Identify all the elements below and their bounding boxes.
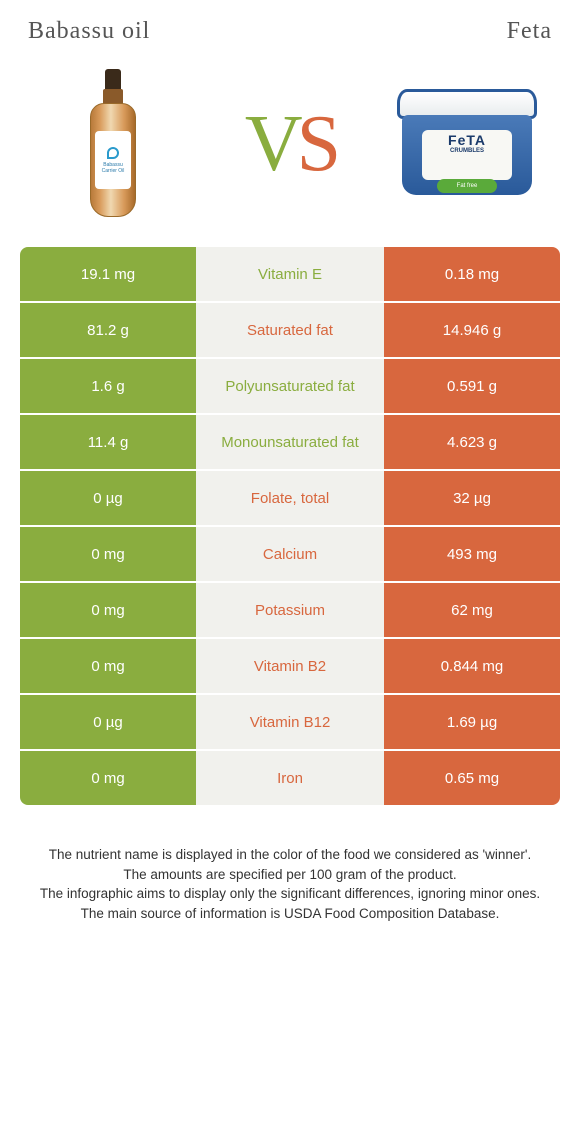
table-row: 0 mgIron0.65 mg bbox=[20, 749, 560, 805]
left-value: 19.1 mg bbox=[20, 247, 196, 301]
tub-badge: Fat free bbox=[437, 179, 497, 193]
right-food-image: FeTA CRUMBLES Fat free bbox=[382, 64, 552, 224]
right-value: 4.623 g bbox=[384, 415, 560, 469]
table-row: 1.6 gPolyunsaturated fat0.591 g bbox=[20, 357, 560, 413]
table-row: 11.4 gMonounsaturated fat4.623 g bbox=[20, 413, 560, 469]
nutrient-comparison-table: 19.1 mgVitamin E0.18 mg81.2 gSaturated f… bbox=[20, 245, 560, 805]
right-value: 1.69 µg bbox=[384, 695, 560, 749]
footer-line-2: The amounts are specified per 100 gram o… bbox=[30, 865, 550, 885]
vs-s: S bbox=[297, 100, 336, 188]
right-value: 14.946 g bbox=[384, 303, 560, 357]
right-value: 493 mg bbox=[384, 527, 560, 581]
table-row: 0 mgVitamin B20.844 mg bbox=[20, 637, 560, 693]
bottle-label-line2: Carrier Oil bbox=[102, 168, 125, 174]
left-food-image: Babassu Carrier Oil bbox=[28, 64, 198, 224]
hero: Babassu Carrier Oil VS FeTA CRUMBLES Fat… bbox=[0, 55, 580, 245]
left-value: 11.4 g bbox=[20, 415, 196, 469]
right-value: 0.591 g bbox=[384, 359, 560, 413]
nutrient-label: Potassium bbox=[196, 583, 384, 637]
nutrient-label: Saturated fat bbox=[196, 303, 384, 357]
nutrient-label: Vitamin B12 bbox=[196, 695, 384, 749]
nutrient-label: Polyunsaturated fat bbox=[196, 359, 384, 413]
nutrient-label: Iron bbox=[196, 751, 384, 805]
table-row: 19.1 mgVitamin E0.18 mg bbox=[20, 245, 560, 301]
table-row: 0 mgPotassium62 mg bbox=[20, 581, 560, 637]
tub-feta-text: FeTA bbox=[448, 132, 486, 148]
left-value: 0 mg bbox=[20, 527, 196, 581]
left-value: 0 mg bbox=[20, 751, 196, 805]
right-value: 62 mg bbox=[384, 583, 560, 637]
table-row: 0 µgFolate, total32 µg bbox=[20, 469, 560, 525]
left-food-title: Babassu oil bbox=[28, 18, 150, 45]
right-value: 32 µg bbox=[384, 471, 560, 525]
nutrient-label: Vitamin E bbox=[196, 247, 384, 301]
left-value: 0 mg bbox=[20, 583, 196, 637]
footer-line-4: The main source of information is USDA F… bbox=[30, 904, 550, 924]
left-value: 0 µg bbox=[20, 471, 196, 525]
table-row: 0 mgCalcium493 mg bbox=[20, 525, 560, 581]
left-value: 0 µg bbox=[20, 695, 196, 749]
footer-line-3: The infographic aims to display only the… bbox=[30, 884, 550, 904]
table-row: 81.2 gSaturated fat14.946 g bbox=[20, 301, 560, 357]
nutrient-label: Folate, total bbox=[196, 471, 384, 525]
nutrient-label: Monounsaturated fat bbox=[196, 415, 384, 469]
footer-line-1: The nutrient name is displayed in the co… bbox=[30, 845, 550, 865]
right-value: 0.844 mg bbox=[384, 639, 560, 693]
right-food-title: Feta bbox=[507, 18, 552, 45]
nutrient-label: Calcium bbox=[196, 527, 384, 581]
right-value: 0.65 mg bbox=[384, 751, 560, 805]
vs-label: VS bbox=[245, 99, 335, 190]
feta-tub-icon: FeTA CRUMBLES Fat free bbox=[392, 89, 542, 199]
right-value: 0.18 mg bbox=[384, 247, 560, 301]
footer-notes: The nutrient name is displayed in the co… bbox=[0, 805, 580, 923]
left-value: 0 mg bbox=[20, 639, 196, 693]
header: Babassu oil Feta bbox=[0, 0, 580, 55]
left-value: 81.2 g bbox=[20, 303, 196, 357]
vs-v: V bbox=[245, 100, 297, 188]
table-row: 0 µgVitamin B121.69 µg bbox=[20, 693, 560, 749]
nutrient-label: Vitamin B2 bbox=[196, 639, 384, 693]
left-value: 1.6 g bbox=[20, 359, 196, 413]
babassu-bottle-icon: Babassu Carrier Oil bbox=[89, 69, 137, 219]
tub-sub-text: CRUMBLES bbox=[450, 148, 484, 154]
